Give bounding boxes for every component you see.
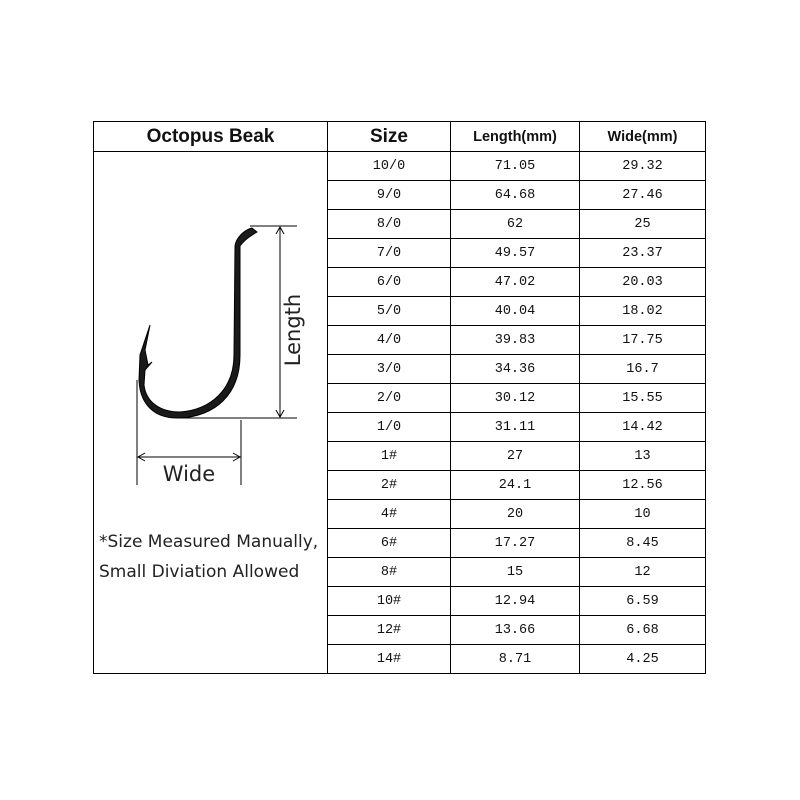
table-cell: 6.59: [579, 586, 706, 616]
table-cell: 15: [450, 557, 580, 587]
table-cell: 27.46: [579, 180, 706, 210]
column-header: Length(mm): [450, 121, 580, 152]
table-row: 1# 27 13: [94, 441, 706, 471]
table-cell: 8#: [327, 557, 451, 587]
table-title: Octopus Beak: [93, 121, 328, 152]
table-cell: 23.37: [579, 238, 706, 268]
table-cell: 12.94: [450, 586, 580, 616]
table-cell: 12#: [327, 615, 451, 645]
table-row: 1/0 31.11 14.42: [94, 412, 706, 442]
table-cell: 10/0: [327, 151, 451, 181]
table-cell: 27: [450, 441, 580, 471]
table-cell: 6/0: [327, 267, 451, 297]
table-row: 12# 13.66 6.68: [94, 615, 706, 645]
table-row: 7/0 49.57 23.37: [94, 238, 706, 268]
column-header: Wide(mm): [579, 121, 706, 152]
table-row: 9/0 64.68 27.46: [94, 180, 706, 210]
table-row: 3/0 34.36 16.7: [94, 354, 706, 384]
table-cell: 12.56: [579, 470, 706, 500]
table-cell: 25: [579, 209, 706, 239]
table-cell: 4#: [327, 499, 451, 529]
table-cell: 34.36: [450, 354, 580, 384]
table-cell: 12: [579, 557, 706, 587]
table-cell: 71.05: [450, 151, 580, 181]
table-cell: 18.02: [579, 296, 706, 326]
column-header: Size: [327, 121, 451, 152]
table-cell: 3/0: [327, 354, 451, 384]
table-cell: 14.42: [579, 412, 706, 442]
table-cell: 62: [450, 209, 580, 239]
table-cell: 10#: [327, 586, 451, 616]
table-cell: 1#: [327, 441, 451, 471]
size-table: Octopus Beak Size Length(mm) Wide(mm) 10…: [93, 121, 706, 674]
table-cell: 6#: [327, 528, 451, 558]
table-row: 6/0 47.02 20.03: [94, 267, 706, 297]
table-cell: 14#: [327, 644, 451, 674]
table-cell: 17.75: [579, 325, 706, 355]
table-cell: 20.03: [579, 267, 706, 297]
table-cell: 24.1: [450, 470, 580, 500]
table-cell: 15.55: [579, 383, 706, 413]
table-cell: 29.32: [579, 151, 706, 181]
table-cell: 8.45: [579, 528, 706, 558]
table-cell: 64.68: [450, 180, 580, 210]
table-cell: 9/0: [327, 180, 451, 210]
table-cell: 5/0: [327, 296, 451, 326]
table-cell: 4.25: [579, 644, 706, 674]
table-cell: 4/0: [327, 325, 451, 355]
table-cell: 13: [579, 441, 706, 471]
table-row: 10/0 71.05 29.32: [93, 151, 706, 674]
table-row: 5/0 40.04 18.02: [94, 296, 706, 326]
table-cell: 13.66: [450, 615, 580, 645]
table-row: 10# 12.94 6.59: [94, 586, 706, 616]
table-row: 14# 8.71 4.25: [94, 644, 706, 674]
table-cell: 2#: [327, 470, 451, 500]
table-row: 2/0 30.12 15.55: [94, 383, 706, 413]
table-cell: 40.04: [450, 296, 580, 326]
table-cell: 7/0: [327, 238, 451, 268]
table-cell: 20: [450, 499, 580, 529]
table-row: 4/0 39.83 17.75: [94, 325, 706, 355]
table-cell: 30.12: [450, 383, 580, 413]
table-cell: 2/0: [327, 383, 451, 413]
table-cell: 6.68: [579, 615, 706, 645]
table-cell: 1/0: [327, 412, 451, 442]
image-cell: [93, 151, 328, 674]
table-cell: 17.27: [450, 528, 580, 558]
table-row: 8/0 62 25: [94, 209, 706, 239]
table-cell: 8.71: [450, 644, 580, 674]
table-row: 2# 24.1 12.56: [94, 470, 706, 500]
table-cell: 39.83: [450, 325, 580, 355]
table-cell: 8/0: [327, 209, 451, 239]
table-cell: 10: [579, 499, 706, 529]
table-cell: 16.7: [579, 354, 706, 384]
table-cell: 47.02: [450, 267, 580, 297]
table-cell: 31.11: [450, 412, 580, 442]
table-cell: 49.57: [450, 238, 580, 268]
